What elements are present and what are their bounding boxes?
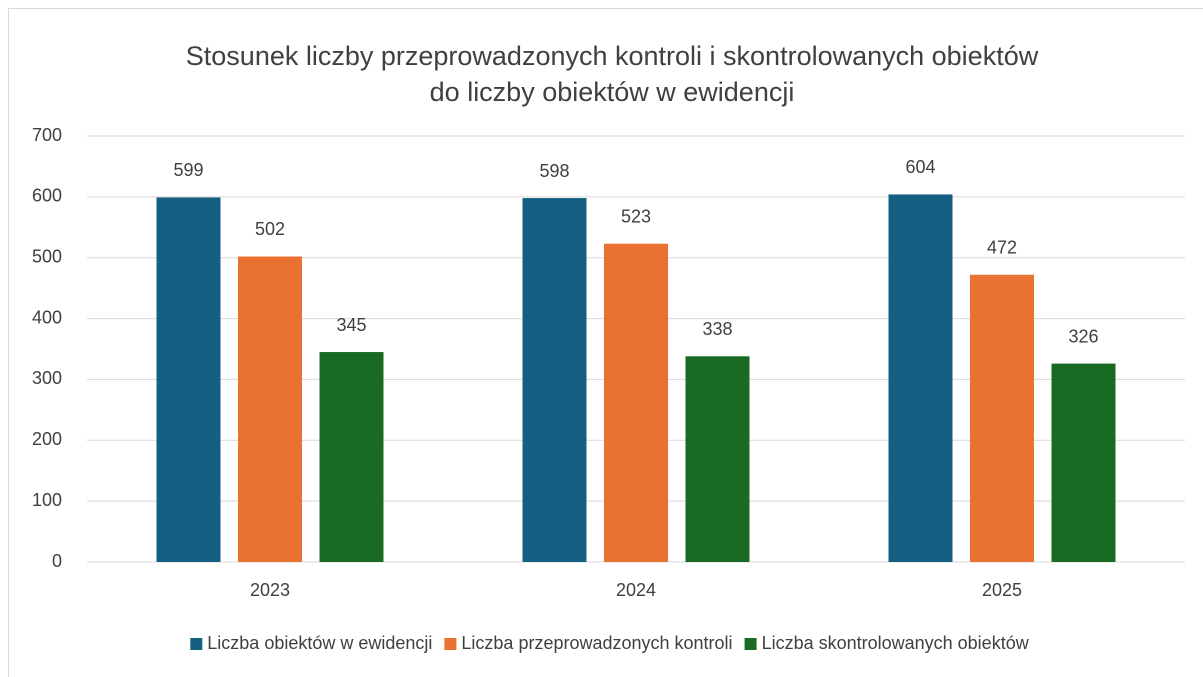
data-label: 502 bbox=[255, 219, 285, 239]
y-tick-label: 0 bbox=[52, 551, 62, 571]
data-label: 326 bbox=[1068, 326, 1098, 346]
data-label: 598 bbox=[539, 161, 569, 181]
legend-label: Liczba obiektów w ewidencji bbox=[207, 633, 432, 653]
y-tick-label: 300 bbox=[32, 368, 62, 388]
legend-label: Liczba skontrolowanych obiektów bbox=[762, 633, 1030, 653]
y-tick-label: 700 bbox=[32, 125, 62, 145]
legend-swatch bbox=[444, 638, 457, 650]
y-tick-label: 500 bbox=[32, 246, 62, 266]
chart-title: Stosunek liczby przeprowadzonych kontrol… bbox=[186, 41, 1039, 71]
y-tick-label: 100 bbox=[32, 490, 62, 510]
data-label: 523 bbox=[621, 206, 651, 226]
bar bbox=[888, 194, 953, 562]
legend-label: Liczba przeprowadzonych kontroli bbox=[461, 633, 732, 653]
y-tick-label: 600 bbox=[32, 186, 62, 206]
data-label: 599 bbox=[173, 160, 203, 180]
bar bbox=[685, 356, 750, 562]
legend-swatch bbox=[744, 638, 757, 650]
bar bbox=[319, 352, 384, 562]
data-label: 472 bbox=[987, 238, 1017, 258]
data-label: 338 bbox=[702, 319, 732, 339]
data-label: 604 bbox=[905, 157, 935, 177]
bar bbox=[238, 256, 302, 562]
bar bbox=[522, 198, 587, 562]
chart-title: do liczby obiektów w ewidencji bbox=[430, 77, 795, 107]
bar bbox=[1051, 363, 1116, 562]
data-label: 345 bbox=[336, 315, 366, 335]
y-tick-label: 200 bbox=[32, 429, 62, 449]
y-tick-label: 400 bbox=[32, 307, 62, 327]
x-tick-label: 2023 bbox=[250, 580, 290, 600]
bar bbox=[970, 274, 1034, 562]
x-tick-label: 2025 bbox=[982, 580, 1022, 600]
bar bbox=[156, 197, 221, 563]
bar bbox=[604, 243, 668, 562]
x-tick-label: 2024 bbox=[616, 580, 656, 600]
legend-swatch bbox=[190, 638, 203, 650]
